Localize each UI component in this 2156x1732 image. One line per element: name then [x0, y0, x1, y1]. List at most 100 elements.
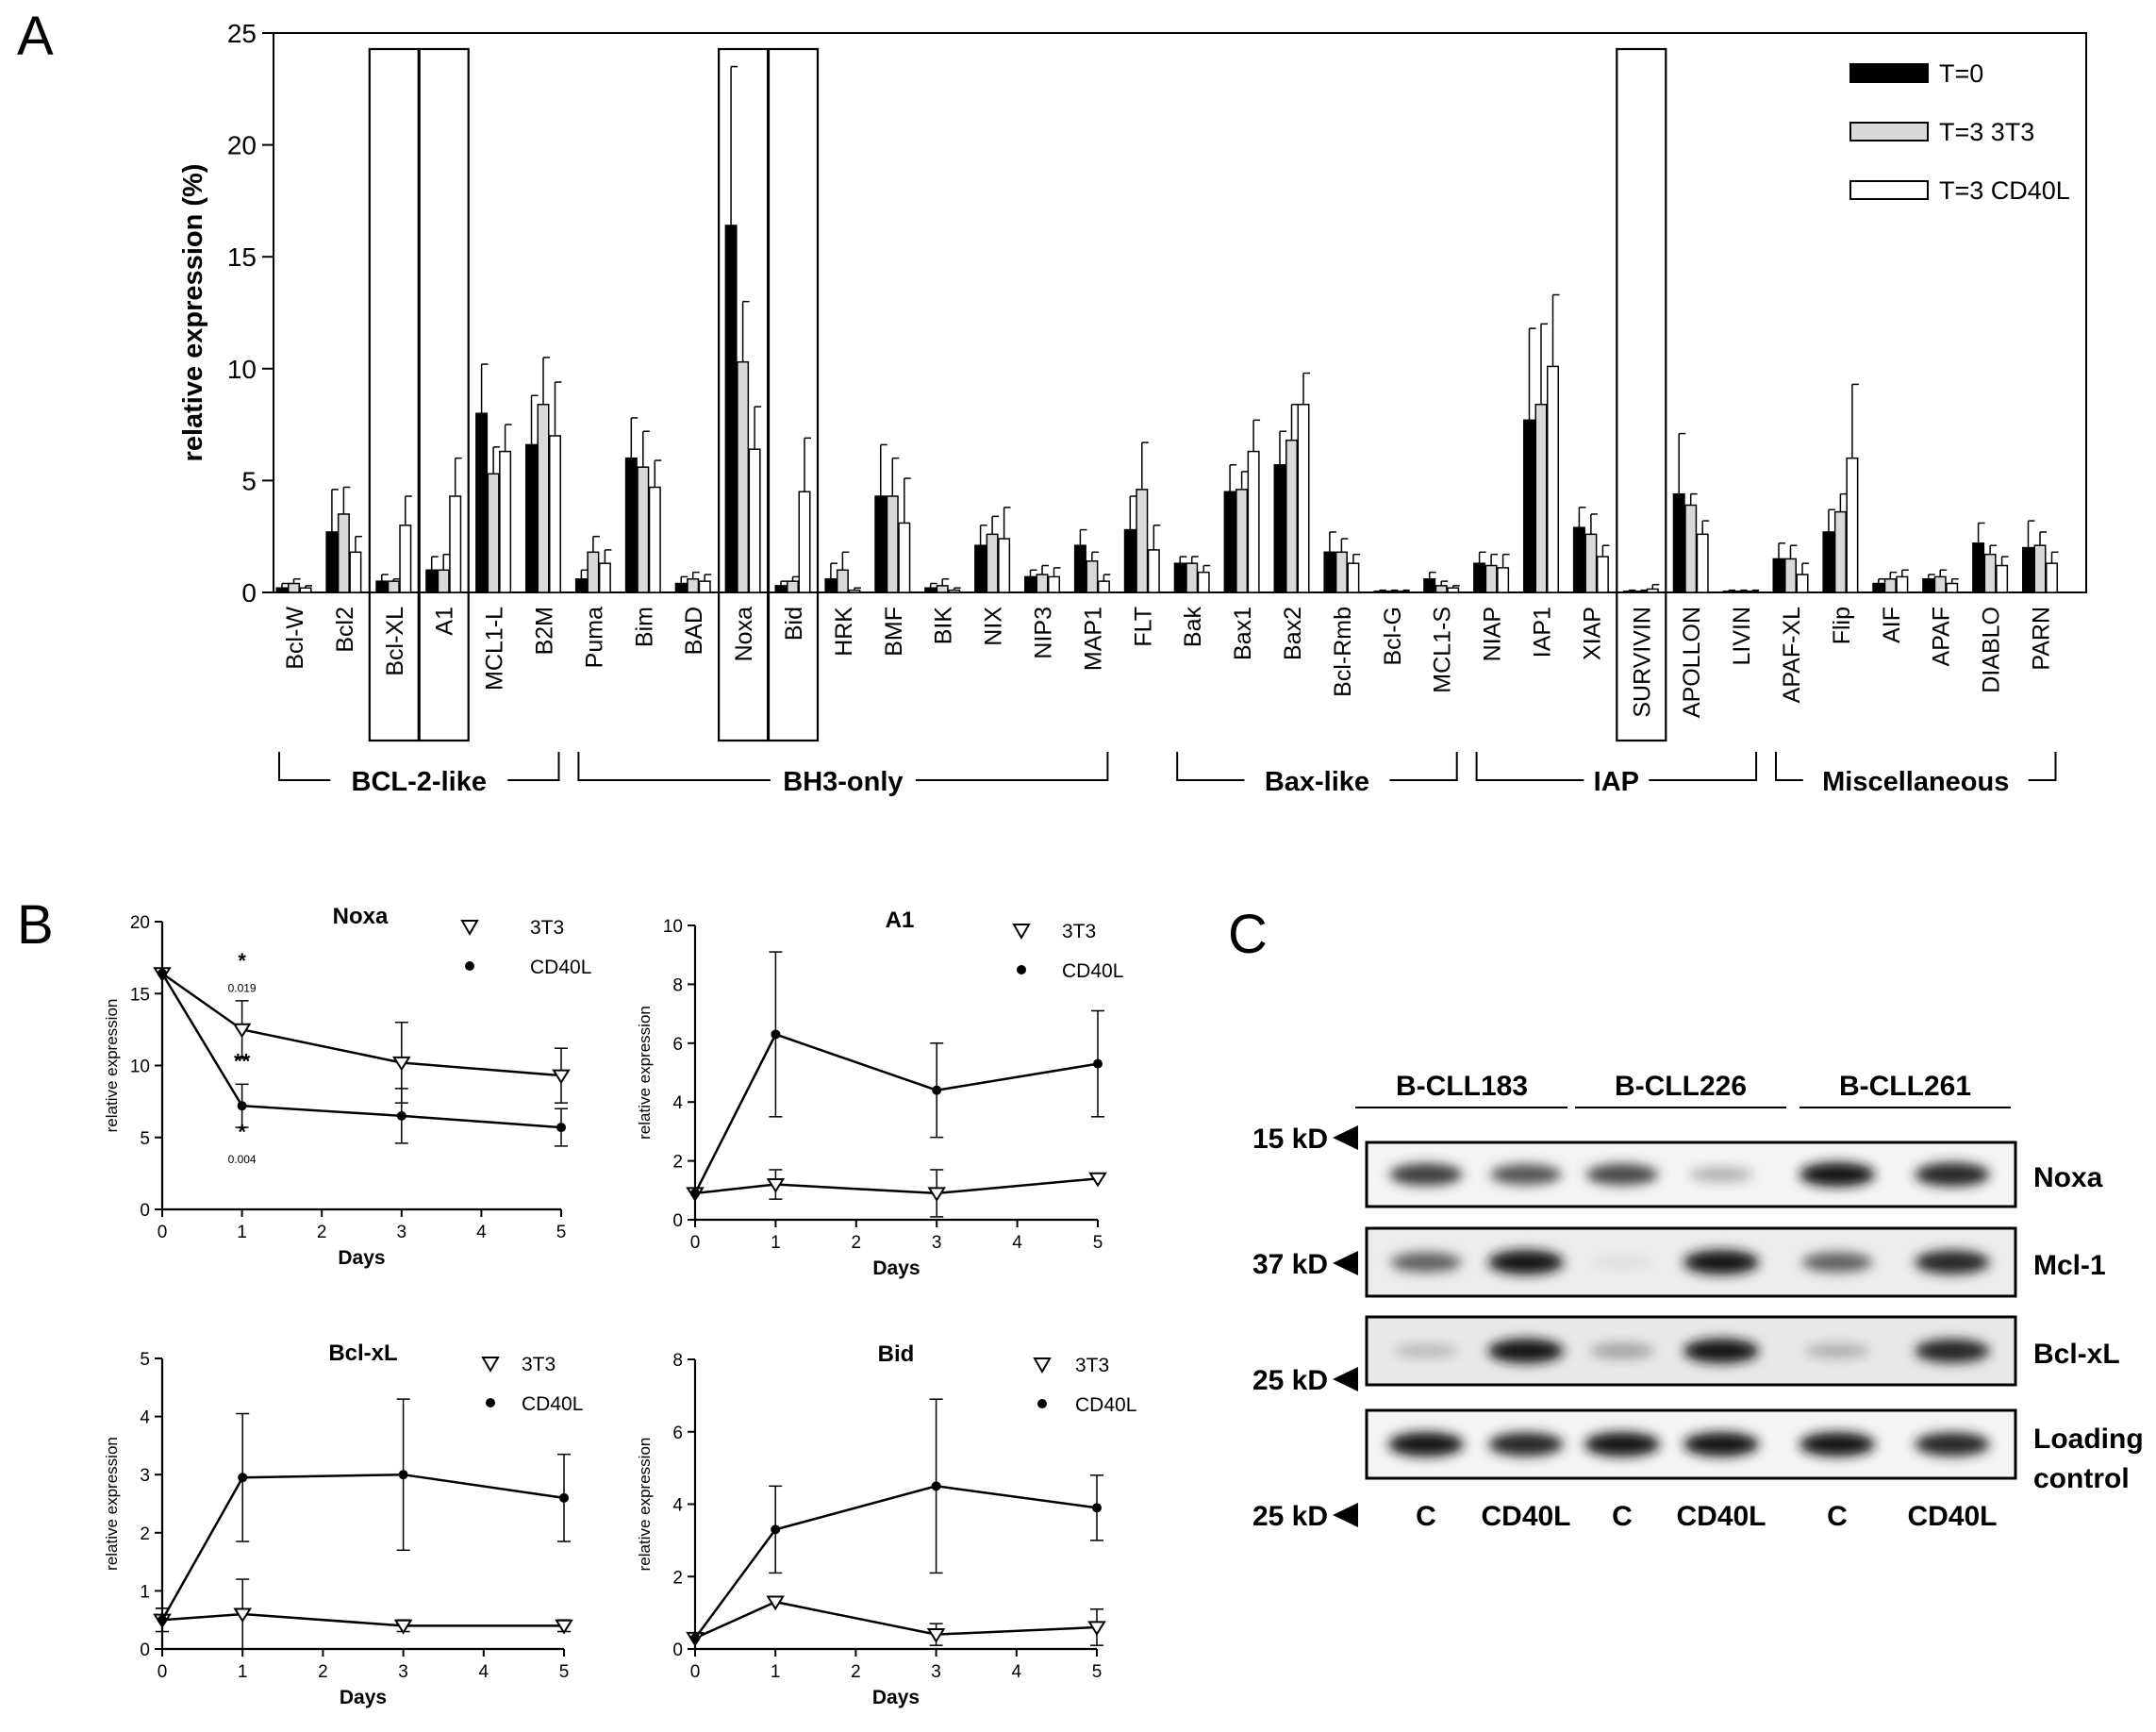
y-tick-label: 10	[227, 355, 257, 384]
marker-cd40l	[931, 1481, 941, 1491]
x-tick-label: Bcl-Rmb	[1330, 607, 1356, 697]
chart-title: Bid	[878, 1341, 915, 1367]
x-axis-label: Days	[872, 1257, 920, 1279]
y-tick-label: 2	[672, 1153, 683, 1173]
y-tick-label: 15	[227, 242, 257, 272]
bar-t-0-bmf	[874, 495, 887, 593]
marker-cd40l	[158, 968, 167, 978]
bar-t-3-cd40l-flip	[1846, 457, 1859, 593]
lane-label-cd40l: CD40L	[1481, 1501, 1570, 1532]
panel-label-a: A	[17, 6, 54, 67]
bar-t-0-diablo	[1972, 542, 1985, 593]
bar-t-3-3t3-bak	[1186, 562, 1199, 593]
x-tick-label: 3	[932, 1233, 942, 1253]
bar-t-3-3t3-bad	[687, 578, 700, 593]
chart-title: Noxa	[333, 904, 389, 929]
x-tick-label: 0	[690, 1233, 701, 1253]
y-tick-label: 0	[140, 1201, 150, 1221]
y-tick-label: 2	[672, 1568, 683, 1588]
chart-title: Bcl-xL	[328, 1341, 397, 1366]
y-tick-label: 20	[130, 913, 150, 933]
bar-t-3-3t3-bid	[787, 580, 799, 593]
y-tick-label: 0	[140, 1640, 150, 1660]
legend-marker-3t3	[1012, 924, 1031, 941]
group-bracket-iap	[1475, 752, 1758, 781]
bar-t-3-3t3-a1	[437, 569, 450, 593]
sample-label-b-cll183: B-CLL183	[1396, 1071, 1528, 1102]
x-tick-label: A1	[432, 607, 458, 636]
x-tick-label: 3	[397, 1223, 407, 1242]
size-marker-arrow	[1333, 1125, 1358, 1150]
bar-t-0-livin	[1722, 591, 1735, 593]
marker-3t3	[927, 1187, 947, 1203]
y-tick-label: 4	[672, 1093, 683, 1113]
bar-t-3-cd40l-mcl1-l	[499, 450, 512, 593]
bar-t-3-cd40l-bcl-xl	[399, 525, 412, 593]
legend-label-cd40l: CD40L	[530, 957, 591, 978]
bar-t-0-aif	[1872, 582, 1885, 593]
bar-t-3-3t3-bax2	[1285, 439, 1298, 593]
bar-t-0-noxa	[724, 225, 738, 593]
y-tick-label: 8	[672, 1351, 683, 1371]
bar-t-3-cd40l-bad	[698, 580, 711, 593]
marker-cd40l	[398, 1470, 408, 1480]
annotation: 0.004	[228, 1153, 257, 1166]
y-axis-label: relative expression	[103, 999, 121, 1133]
legend-label-cd40l: CD40L	[1075, 1394, 1136, 1416]
series-line-cd40l	[160, 973, 562, 1129]
legend-label-3t3: 3T3	[1062, 921, 1096, 942]
marker-cd40l	[556, 1123, 566, 1133]
legend-label-cd40l: CD40L	[522, 1393, 583, 1415]
bar-t-0-bcl-xl	[375, 580, 389, 593]
x-tick-label: DIABLO	[1979, 607, 2005, 693]
bar-t-0-mcl1-s	[1423, 578, 1436, 593]
band-loading-control-lane-3	[1584, 1432, 1660, 1457]
bar-t-0-hrk	[824, 578, 838, 593]
x-tick-label: XIAP	[1579, 607, 1605, 660]
size-marker-25-kd: 25 kD	[1252, 1501, 1328, 1532]
size-marker-arrow	[1333, 1503, 1358, 1527]
x-tick-label: APAF	[1929, 607, 1955, 666]
x-tick-label: 1	[771, 1233, 781, 1253]
band-noxa-lane-2	[1490, 1164, 1562, 1185]
y-tick-label: 10	[663, 917, 683, 937]
group-bracket-bcl-2-like	[278, 752, 560, 781]
x-tick-label: PARN	[2029, 607, 2055, 671]
bar-t-3-cd40l-xiap	[1596, 556, 1609, 593]
marker-3t3	[391, 1056, 411, 1072]
y-tick-label: 6	[672, 1424, 683, 1443]
bar-t-3-cd40l-nix	[998, 538, 1011, 593]
bar-t-3-cd40l-parn	[2046, 562, 2058, 593]
y-tick-label: 1	[140, 1582, 150, 1602]
y-tick-label: 8	[672, 975, 683, 995]
legend-swatch-t-0	[1849, 63, 1929, 83]
bar-t-3-cd40l-bcl-w	[299, 587, 312, 593]
bar-t-3-3t3-bmf	[886, 495, 899, 593]
band-bcl-xl-lane-3	[1589, 1342, 1655, 1359]
band-mcl-1-lane-3	[1591, 1256, 1653, 1269]
x-tick-label: APAF-XL	[1779, 607, 1805, 703]
legend-label-3t3: 3T3	[530, 917, 564, 939]
x-tick-label: 3	[398, 1662, 408, 1682]
bar-t-0-a1	[425, 569, 439, 593]
size-marker-arrow	[1333, 1367, 1358, 1391]
x-tick-label: 2	[317, 1223, 327, 1242]
bar-t-0-nip3	[1024, 575, 1037, 593]
legend-swatch-t-3-3t3	[1849, 122, 1929, 142]
lane-label-cd40l: CD40L	[1676, 1501, 1766, 1532]
x-tick-label: 5	[556, 1223, 567, 1242]
band-loading-control-lane-4	[1683, 1432, 1759, 1457]
x-tick-label: Bax2	[1280, 607, 1306, 660]
chart-title: A1	[886, 908, 915, 933]
bar-t-3-cd40l-bax2	[1297, 404, 1310, 593]
bar-t-0-flt	[1123, 528, 1136, 593]
bar-t-3-3t3-bim	[637, 466, 650, 593]
x-tick-label: 5	[559, 1662, 570, 1682]
y-tick-label: 4	[672, 1496, 683, 1516]
bar-t-0-bcl2	[325, 531, 339, 593]
bar-t-3-cd40l-bik	[948, 589, 961, 593]
bar-t-3-3t3-noxa	[737, 360, 750, 593]
x-tick-label: IAP1	[1530, 607, 1556, 658]
bar-t-3-cd40l-livin	[1746, 591, 1759, 593]
band-mcl-1-lane-2	[1488, 1250, 1564, 1274]
